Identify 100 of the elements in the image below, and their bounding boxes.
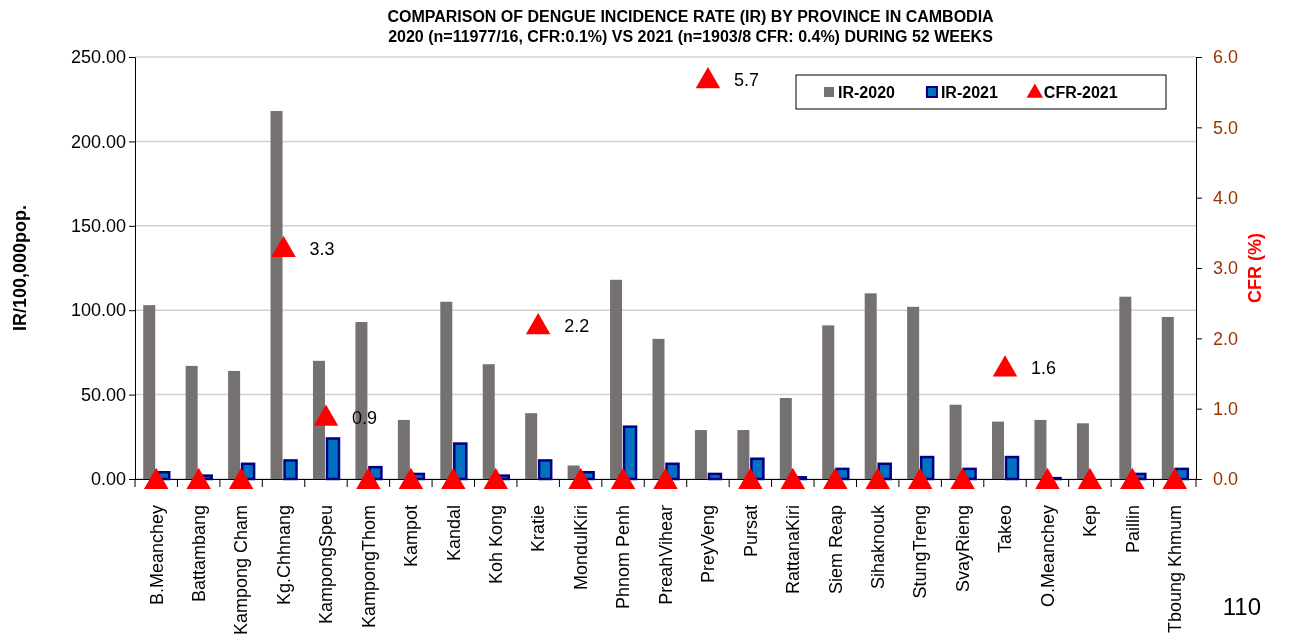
data-label: 3.3 — [309, 238, 335, 259]
y2-tick-label: 5.0 — [1213, 117, 1239, 138]
y-tick-label: 50.00 — [80, 384, 126, 405]
x-tick-label: Pursat — [740, 505, 761, 558]
bar — [1119, 296, 1132, 479]
y2-tick-label: 4.0 — [1213, 187, 1239, 208]
data-label: 2.2 — [564, 316, 590, 337]
x-tick-label: Battambang — [188, 505, 209, 603]
legend-label: IR-2020 — [838, 84, 896, 101]
x-tick-label: PreahVihear — [655, 505, 676, 605]
bar — [1034, 419, 1047, 479]
x-tick-label: RattanaKiri — [783, 505, 804, 595]
point — [610, 467, 636, 490]
bar — [312, 360, 325, 479]
bar — [1076, 423, 1089, 479]
point — [992, 355, 1018, 377]
x-tick-label: MondulKiri — [570, 505, 591, 591]
x-tick-label: Siem Reap — [825, 505, 846, 595]
y2-tick-label: 1.0 — [1213, 398, 1239, 419]
point — [356, 467, 381, 490]
point — [441, 467, 466, 490]
bar — [610, 279, 623, 479]
text: 110 — [1222, 593, 1261, 620]
x-tick-label: Tboung Khmum — [1165, 505, 1186, 634]
bar — [228, 370, 241, 479]
point — [950, 467, 975, 490]
point — [525, 313, 551, 335]
y2-tick-label: 0.0 — [1213, 469, 1239, 490]
bar — [1161, 316, 1174, 479]
bar — [907, 306, 920, 479]
point — [695, 66, 721, 89]
point — [738, 467, 763, 490]
y-tick-label: 150.00 — [70, 216, 126, 237]
point — [228, 467, 254, 490]
x-tick-label: SvayRieng — [952, 505, 973, 593]
point — [313, 404, 339, 426]
bar — [270, 111, 283, 479]
point — [568, 467, 593, 490]
bar — [694, 430, 707, 479]
bar — [864, 293, 877, 479]
bar — [622, 425, 638, 481]
point — [1120, 467, 1145, 490]
bar — [283, 459, 298, 481]
point — [653, 467, 678, 490]
x-tick-label: Kampot — [401, 505, 422, 568]
y2-tick-label: 2.0 — [1213, 328, 1239, 349]
point — [483, 467, 508, 490]
bar — [992, 421, 1005, 479]
x-tick-label: PreyVeng — [698, 505, 719, 584]
bar — [949, 404, 962, 479]
y2-axis-title: CFR (%) — [1245, 233, 1265, 303]
point — [1077, 467, 1103, 490]
data-label: 1.6 — [1031, 358, 1057, 379]
bar — [440, 301, 453, 479]
point — [1162, 467, 1188, 490]
bar — [397, 419, 410, 479]
bar — [822, 325, 835, 479]
point — [780, 467, 806, 490]
bar — [325, 437, 341, 481]
x-tick-label: Koh Kong — [486, 505, 507, 585]
y-tick-label: 0.00 — [90, 469, 126, 490]
y-tick-label: 200.00 — [70, 131, 126, 152]
y-tick-label: 100.00 — [70, 300, 126, 321]
legend-label: CFR-2021 — [1043, 84, 1118, 101]
point — [1035, 467, 1060, 490]
point — [865, 467, 890, 490]
data-label: 0.9 — [351, 407, 378, 428]
legend-label: IR-2021 — [940, 84, 998, 101]
chart-title: COMPARISON OF DENGUE INCIDENCE RATE (IR) BY PROVINCE IN CAMBODIA — [387, 8, 995, 25]
bar — [453, 442, 468, 481]
bar — [707, 472, 723, 481]
point — [823, 467, 848, 490]
bar — [652, 338, 665, 479]
point — [907, 467, 933, 490]
point — [143, 467, 169, 490]
bar — [1004, 455, 1020, 481]
x-tick-label: KampongThom — [358, 505, 379, 629]
bar — [537, 459, 553, 481]
x-tick-label: Kg.Chhnang — [273, 505, 294, 606]
x-tick-label: Takeo — [995, 505, 1016, 554]
chart-subtitle: 2020 (n=11977/16, CFR:0.1%) VS 2021 (n=1903/8 CFR: 0.4%) DURING 52 WEEKS — [388, 28, 994, 45]
y2-tick-label: 3.0 — [1213, 258, 1239, 279]
x-tick-label: KampongSpeu — [316, 505, 337, 625]
point — [186, 467, 211, 490]
point — [271, 235, 296, 257]
y2-tick-label: 6.0 — [1213, 47, 1239, 68]
x-tick-label: Kep — [1080, 505, 1101, 538]
bar — [525, 413, 538, 479]
x-tick-label: Sihaknouk — [868, 504, 888, 590]
bar — [779, 397, 792, 479]
x-tick-label: B.Meanchey — [146, 505, 167, 606]
bar — [185, 365, 198, 479]
bar — [737, 430, 750, 479]
point — [398, 467, 424, 490]
y-axis-title: IR/100,000pop. — [10, 204, 30, 332]
bar — [482, 364, 495, 479]
x-tick-label: Kampong Cham — [231, 505, 252, 636]
x-tick-label: Kratie — [528, 505, 549, 553]
y-tick-label: 250.00 — [70, 47, 126, 68]
bar — [143, 305, 156, 479]
